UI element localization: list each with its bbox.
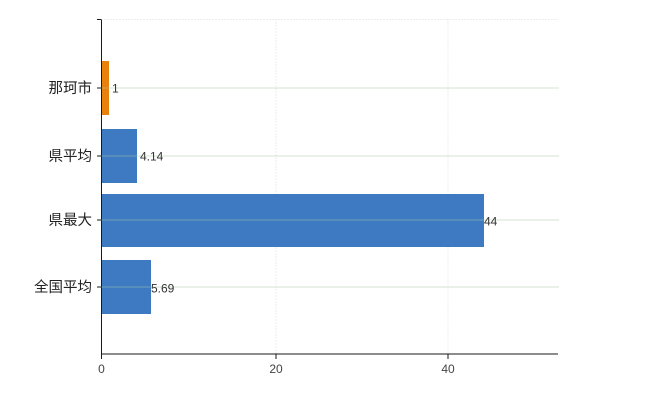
svg-text:44: 44 <box>484 215 498 229</box>
svg-text:40: 40 <box>441 362 455 376</box>
svg-text:0: 0 <box>98 362 105 376</box>
svg-text:県最大: 県最大 <box>49 212 93 229</box>
svg-text:那珂市: 那珂市 <box>49 80 93 97</box>
svg-text:5.69: 5.69 <box>151 282 175 296</box>
svg-text:20: 20 <box>269 362 283 376</box>
svg-text:4.14: 4.14 <box>140 150 164 164</box>
svg-text:全国平均: 全国平均 <box>34 278 92 296</box>
svg-text:1: 1 <box>112 82 119 96</box>
svg-text:県平均: 県平均 <box>49 148 93 165</box>
